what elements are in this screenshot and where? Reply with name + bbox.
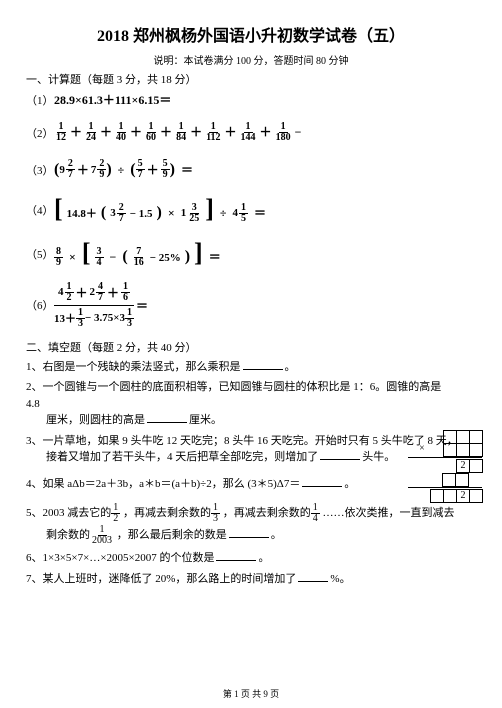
q2: （2） 112＋124＋140＋160＋184＋1112＋1144＋1180− <box>26 122 476 143</box>
page-title: 2018 郑州枫杨外国语小升初数学试卷（五） <box>26 22 476 46</box>
q3-num: （3） <box>26 162 54 178</box>
q6-num: （6） <box>26 297 54 313</box>
f7: 7、某人上班时，迷降低了 20%，那么路上的时间增加了%。 <box>26 571 476 588</box>
q4: （4） [ 14.8＋ ( 327 − 1.5 ) × 1325 ] ÷ 415… <box>26 196 476 224</box>
q3-expr: ( 927 ＋ 729 ) ÷ ( 57 ＋ 59 ) ＝ <box>54 159 195 180</box>
q6: （6） 412 ＋ 247 ＋ 16 13＋ 13 − 3.75×3 13 ＝ <box>26 282 476 329</box>
q1-expr: 28.9×61.3＋111×6.15＝ <box>54 91 171 108</box>
page-subtitle: 说明：本试卷满分 100 分，答题时间 80 分钟 <box>26 52 476 67</box>
section-1-heading: 一、计算题（每题 3 分，共 18 分） <box>26 71 476 87</box>
page-footer: 第 1 页 共 9 页 <box>0 687 502 700</box>
q1: （1） 28.9×61.3＋111×6.15＝ <box>26 91 476 108</box>
q6-expr: 412 ＋ 247 ＋ 16 13＋ 13 − 3.75×3 13 ＝ <box>54 282 150 329</box>
f6: 6、1×3×5×7×…×2005×2007 的个位数是。 <box>26 550 476 567</box>
q1-num: （1） <box>26 92 54 108</box>
q4-expr: [ 14.8＋ ( 327 − 1.5 ) × 1325 ] ÷ 415 ＝ <box>54 196 268 224</box>
q5: （5） 89 × [ 34 − ( 716 − 25% ) ] ＝ <box>26 240 476 268</box>
q2-expr: 112＋124＋140＋160＋184＋1112＋1144＋1180− <box>54 122 303 143</box>
f2: 2、一个圆锥与一个圆柱的底面积相等，已知圆锥与圆柱的体积比是 1：6。圆锥的高是… <box>26 379 476 429</box>
f1: 1、右图是一个残缺的乘法竖式，那么乘积是。 <box>26 359 476 376</box>
f5: 5、2003 减去它的12 ，再减去剩余数的13 ，再减去剩余数的14 ……依次… <box>26 502 476 546</box>
q3: （3） ( 927 ＋ 729 ) ÷ ( 57 ＋ 59 ) ＝ <box>26 159 476 180</box>
q5-expr: 89 × [ 34 − ( 716 − 25% ) ] ＝ <box>54 240 223 268</box>
q4-num: （4） <box>26 202 54 218</box>
q2-num: （2） <box>26 125 54 141</box>
q5-num: （5） <box>26 246 54 262</box>
section-2-heading: 二、填空题（每题 2 分，共 40 分） <box>26 339 476 355</box>
multiplication-puzzle: × 2 2 <box>394 430 482 502</box>
